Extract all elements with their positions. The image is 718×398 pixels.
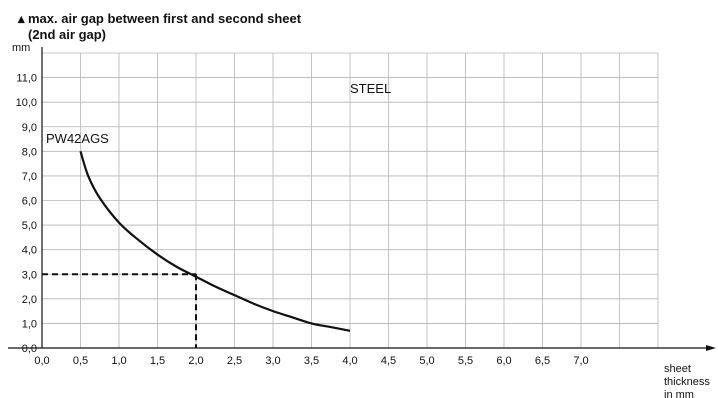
x-tick-label: 6,0 bbox=[496, 355, 511, 367]
x-tick-label: 0,0 bbox=[34, 355, 49, 367]
x-tick-label: 4,5 bbox=[381, 355, 396, 367]
title-marker: ▴ bbox=[17, 11, 25, 26]
series-layer bbox=[42, 151, 351, 348]
x-axis-arrow bbox=[706, 345, 716, 351]
y-tick-label: 7,0 bbox=[22, 171, 37, 183]
x-tick-label: 3,0 bbox=[265, 355, 280, 367]
y-tick-label: 4,0 bbox=[22, 245, 37, 257]
y-tick-label: 8,0 bbox=[22, 146, 37, 158]
x-tick-label: 1,5 bbox=[150, 355, 165, 367]
series-label: PW42AGS bbox=[46, 131, 109, 146]
y-tick-label: 9,0 bbox=[22, 122, 37, 134]
tick-labels: 0,0 0,5 1,0 1,5 2,0 2,5 3,0 3,5 4,0 4,5 5,0 5,5 6,0 6… bbox=[16, 73, 589, 367]
x-tick-label: 5,5 bbox=[458, 355, 473, 367]
x-tick-label: 2,5 bbox=[227, 355, 242, 367]
y-tick-label: 3,0 bbox=[22, 269, 37, 281]
x-tick-label: 7,0 bbox=[573, 355, 588, 367]
y-tick-label: 11,0 bbox=[16, 73, 37, 85]
chart-title: max. air gap between first and second sh… bbox=[28, 11, 302, 26]
y-tick-label: 5,0 bbox=[22, 220, 37, 232]
material-label: STEEL bbox=[350, 81, 391, 96]
y-tick-label: 2,0 bbox=[22, 294, 37, 306]
x-tick-label: 5,0 bbox=[419, 355, 434, 367]
x-tick-label: 6,5 bbox=[535, 355, 550, 367]
x-axis-label-line3: in mm bbox=[664, 389, 694, 398]
chart-subtitle: (2nd air gap) bbox=[28, 27, 106, 42]
y-axis-unit: mm bbox=[12, 42, 30, 54]
x-tick-label: 3,5 bbox=[304, 355, 319, 367]
x-tick-label: 2,0 bbox=[188, 355, 203, 367]
y-tick-label: 10,0 bbox=[16, 97, 37, 109]
y-tick-label: 1,0 bbox=[22, 318, 37, 330]
x-tick-label: 4,0 bbox=[342, 355, 357, 367]
x-axis-label-line1: sheet bbox=[664, 363, 691, 375]
series-line bbox=[79, 151, 351, 332]
y-tick-label: 0,0 bbox=[22, 343, 37, 355]
x-tick-label: 0,5 bbox=[73, 355, 88, 367]
y-tick-label: 6,0 bbox=[22, 196, 37, 208]
x-tick-label: 1,0 bbox=[111, 355, 126, 367]
axes bbox=[8, 47, 716, 351]
x-axis-label-line2: thickness bbox=[664, 376, 710, 388]
grid bbox=[41, 52, 659, 349]
